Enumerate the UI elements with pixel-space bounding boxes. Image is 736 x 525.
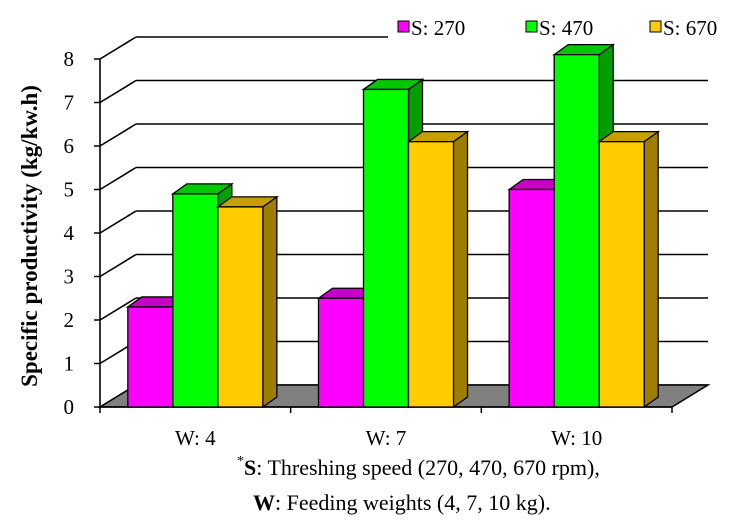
gridline-side-7 — [99, 79, 137, 104]
gridline-side-5 — [99, 166, 137, 191]
bar-1-2 — [406, 130, 470, 409]
legend-label-1: S: 470 — [539, 16, 593, 40]
footnote-w-text: : Feeding weights (4, 7, 10 kg). — [275, 490, 551, 515]
x-tick-label-0: W: 4 — [175, 426, 216, 450]
legend-background — [388, 14, 736, 42]
bar-front-2-0 — [508, 188, 555, 408]
x-tick-label-1: W: 7 — [366, 426, 407, 450]
y-tick-label-8: 8 — [64, 47, 75, 71]
bar-front-1-1 — [362, 88, 410, 408]
footnote-asterisk: * — [237, 453, 244, 469]
y-tick-label-6: 6 — [64, 134, 75, 158]
y-tick-label-7: 7 — [64, 91, 75, 115]
y-tick-label-1: 1 — [64, 352, 75, 376]
y-tick-label-0: 0 — [64, 395, 75, 419]
bar-side-0-2 — [262, 195, 278, 409]
y-tick-label-4: 4 — [64, 221, 75, 245]
gridline-side-8 — [99, 36, 137, 60]
bar-side-1-2 — [452, 130, 469, 409]
footnote-line-1: *S: Threshing speed (270, 470, 670 rpm), — [237, 453, 600, 481]
footnote-s-key: S — [244, 455, 257, 480]
bar-front-1-0 — [317, 297, 365, 408]
bar-2-2 — [597, 130, 661, 409]
bar-side-2-2 — [643, 130, 659, 409]
legend-swatch-0 — [397, 20, 410, 33]
bar-front-2-1 — [553, 54, 600, 408]
y-axis-title: Specific productivity (kg/kw.h) — [17, 85, 42, 387]
legend-label-0: S: 270 — [411, 16, 465, 40]
footnote-s-text: : Threshing speed (270, 470, 670 rpm), — [256, 455, 600, 480]
bar-front-0-1 — [172, 193, 219, 408]
y-tick-label-5: 5 — [64, 178, 75, 202]
legend-swatch-1 — [525, 20, 538, 33]
y-tick-label-3: 3 — [64, 265, 75, 289]
bar-front-0-2 — [217, 206, 264, 408]
x-tick-label-2: W: 10 — [551, 426, 602, 450]
footnote-line-2: W: Feeding weights (4, 7, 10 kg). — [253, 490, 551, 516]
legend-label-2: S: 670 — [663, 16, 717, 40]
bar-0-2 — [215, 195, 279, 409]
bar-front-1-2 — [407, 140, 455, 408]
bar-front-2-2 — [598, 140, 645, 408]
gridline-side-3 — [99, 253, 137, 278]
bar-front-0-0 — [127, 306, 174, 408]
y-tick-label-2: 2 — [64, 308, 75, 332]
gridline-side-4 — [99, 210, 137, 234]
gridline-side-2 — [99, 297, 137, 321]
legend-swatch-2 — [649, 20, 662, 33]
gridline-side-6 — [99, 123, 137, 147]
footnote-w-key: W — [253, 490, 275, 515]
